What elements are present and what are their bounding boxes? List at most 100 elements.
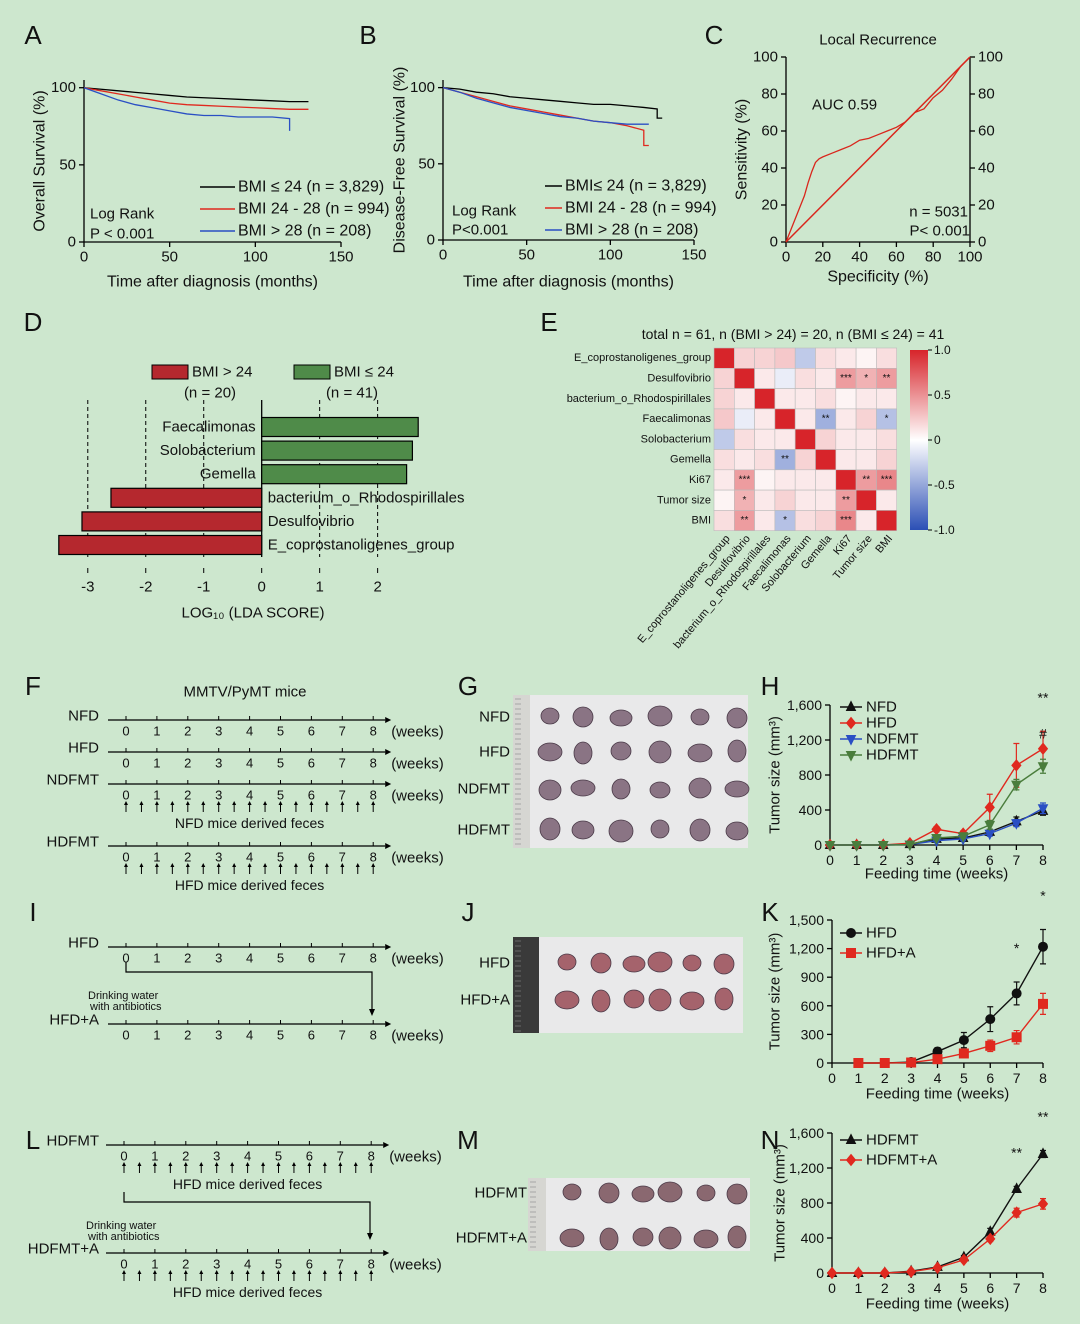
- x-tick-label: 6: [986, 1280, 994, 1296]
- tumor: [572, 706, 594, 728]
- x-tick-label: 8: [1039, 1280, 1047, 1296]
- marker: [984, 820, 996, 832]
- panel-letter: D: [24, 307, 43, 337]
- heatmap-cell: [835, 408, 857, 430]
- heatmap-cell: [815, 449, 837, 471]
- week-label: 6: [308, 951, 315, 966]
- annotation: P < 0.001: [90, 226, 154, 243]
- feces-arrowhead: [245, 1270, 250, 1274]
- tumor: [648, 988, 672, 1012]
- feces-arrowhead: [124, 863, 128, 867]
- week-label: 6: [308, 756, 315, 771]
- tumor: [573, 741, 593, 765]
- panel-letter: N: [761, 1125, 780, 1155]
- feces-arrowhead: [324, 801, 329, 805]
- marker: [1011, 819, 1022, 830]
- marker: [845, 1133, 857, 1144]
- heatmap-cell: [713, 347, 735, 369]
- heatmap-cell: [855, 489, 877, 511]
- marker: [845, 751, 857, 762]
- marker: [845, 700, 857, 711]
- x-tick-label: 7: [1013, 1280, 1021, 1296]
- week-label: 5: [277, 756, 284, 771]
- panel-letter: H: [761, 671, 780, 701]
- marker: [984, 801, 995, 814]
- y-tick-label: 1,200: [787, 732, 822, 748]
- week-label: 5: [275, 1149, 282, 1164]
- marker: [985, 1014, 996, 1025]
- annotation: **: [1011, 1144, 1022, 1160]
- marker: [905, 1265, 917, 1278]
- x-tick-label: 5: [960, 1280, 968, 1296]
- y-tick-label: 100: [753, 49, 778, 66]
- tumor: [599, 1227, 619, 1251]
- y2-tick-label: 40: [978, 160, 995, 177]
- legend-label: BMI ≤ 24: [334, 364, 394, 381]
- tumor: [623, 989, 645, 1009]
- x-tick-label: 8: [1039, 852, 1047, 868]
- x-tick-label: 50: [161, 249, 178, 266]
- legend-label: BMI > 24: [192, 364, 252, 381]
- marker: [845, 735, 857, 746]
- significance: **: [842, 495, 850, 506]
- diagram-title: MMTV/PyMT mice: [183, 684, 306, 701]
- week-label: 2: [184, 788, 191, 803]
- x-axis-label: Specificity (%): [827, 269, 928, 286]
- column-label: BMI: [873, 533, 895, 556]
- feces-arrowhead: [201, 801, 206, 805]
- series-line: [442, 86, 649, 125]
- week-label: 0: [120, 1149, 127, 1164]
- heatmap-cell: [794, 469, 816, 491]
- week-label: 5: [277, 724, 284, 739]
- annotation: P< 0.001: [910, 223, 970, 240]
- week-label: 1: [153, 850, 160, 865]
- feces-arrowhead: [232, 863, 237, 867]
- tumor: [713, 953, 735, 975]
- x-tick-label: -1: [197, 579, 210, 596]
- ruler: [513, 695, 530, 848]
- week-label: 3: [215, 951, 222, 966]
- feces-arrowhead: [185, 801, 190, 805]
- week-label: 7: [339, 756, 346, 771]
- tumor: [726, 707, 748, 729]
- feces-arrowhead: [309, 801, 314, 805]
- x-tick-label: 0: [782, 249, 790, 266]
- y-tick-label: 300: [801, 1026, 825, 1042]
- panel-letter: B: [359, 20, 376, 50]
- arrowhead: [385, 749, 392, 755]
- heatmap-cell: [733, 388, 755, 410]
- marker: [1038, 998, 1048, 1009]
- tumor: [657, 1181, 683, 1203]
- week-label: 3: [215, 756, 222, 771]
- annotation: P<0.001: [452, 222, 508, 239]
- feces-arrowhead: [369, 1162, 374, 1166]
- tumor: [538, 779, 562, 801]
- marker: [879, 1266, 890, 1280]
- legend-note: (n = 41): [326, 385, 378, 402]
- marker: [1011, 759, 1022, 772]
- legend-label: HDFMT: [866, 1132, 919, 1149]
- arrowhead: [367, 1233, 373, 1240]
- x-tick-label: 1: [853, 852, 861, 868]
- legend-label: BMI ≤ 24 (n = 3,829): [238, 179, 384, 196]
- tumor: [622, 955, 646, 973]
- feces-arrowhead: [247, 863, 252, 867]
- category-label: Faecalimonas: [162, 419, 255, 436]
- heatmap-cell: [733, 347, 755, 369]
- photo-label: NDFMT: [458, 781, 511, 798]
- marker: [958, 1035, 969, 1046]
- antibiotics-label: with antibiotics: [89, 1001, 162, 1013]
- tumor: [688, 777, 712, 799]
- tumor: [682, 954, 702, 972]
- heatmap-cell: [876, 347, 898, 369]
- feces-arrowhead: [340, 801, 345, 805]
- heatmap-cell: [774, 388, 796, 410]
- feces-arrowhead: [170, 801, 175, 805]
- x-tick-label: 6: [986, 852, 994, 868]
- series-line: [83, 87, 309, 110]
- reference-line: [785, 56, 971, 243]
- legend-label: BMI > 28 (n = 208): [565, 222, 698, 239]
- colorbar-label: 1.0: [934, 343, 951, 357]
- photo-label: HDFMT+A: [456, 1230, 527, 1247]
